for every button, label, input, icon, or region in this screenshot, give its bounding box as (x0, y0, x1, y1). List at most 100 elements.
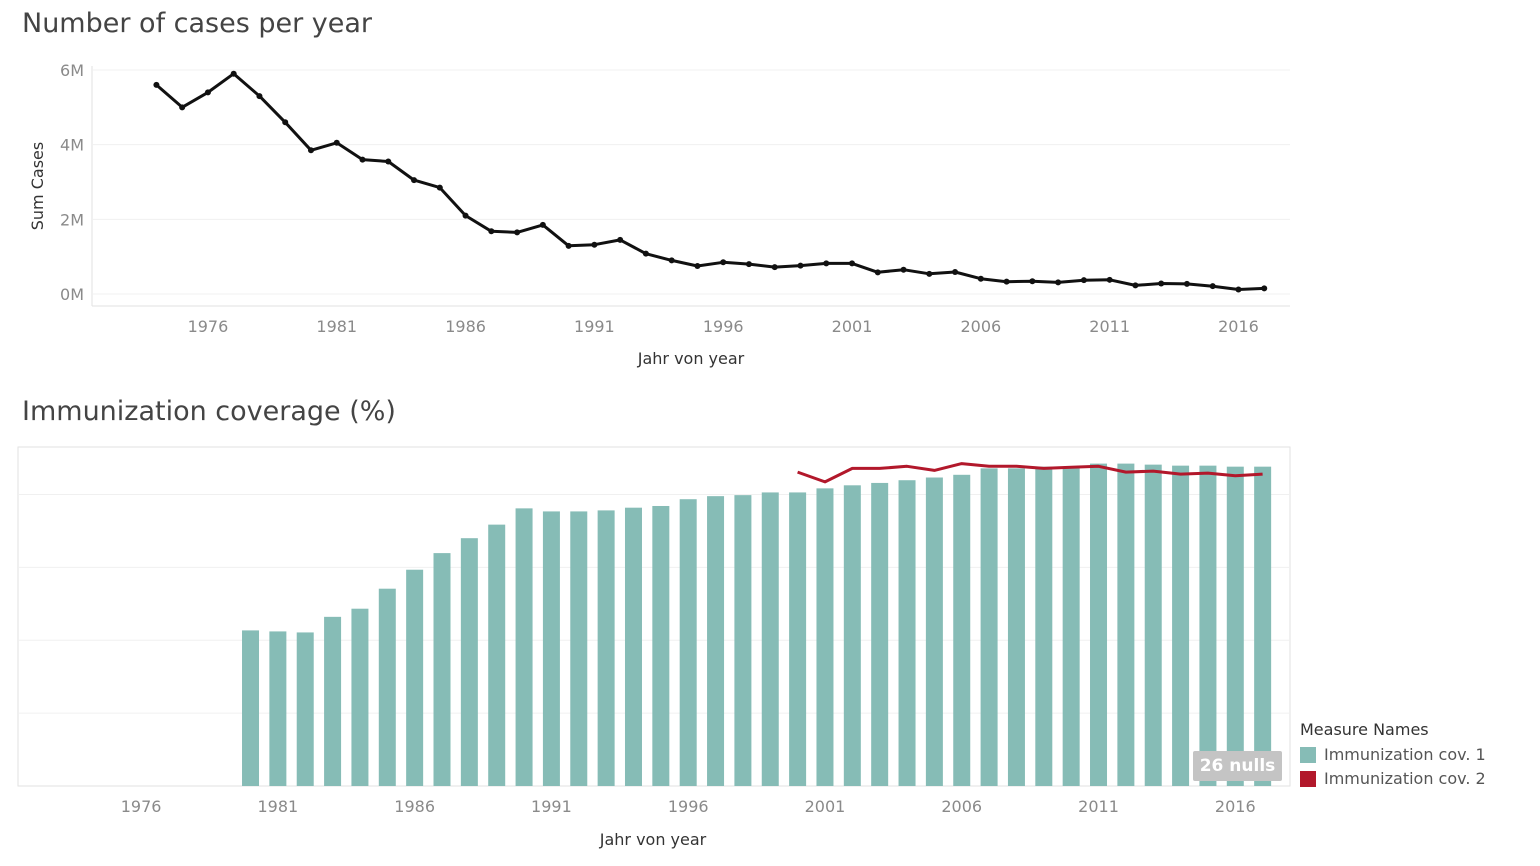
cases-data-point[interactable] (1132, 282, 1139, 289)
x-tick-label: 1976 (188, 317, 229, 336)
coverage-bar[interactable] (1090, 463, 1108, 786)
cases-data-point[interactable] (333, 139, 340, 146)
coverage-bar[interactable] (871, 482, 889, 786)
coverage-bar[interactable] (597, 510, 615, 786)
cases-data-point[interactable] (977, 275, 984, 282)
cases-data-point[interactable] (1209, 283, 1216, 290)
cases-data-point[interactable] (256, 93, 263, 100)
x-tick-label: 1996 (668, 797, 709, 816)
cases-data-point[interactable] (926, 270, 933, 277)
cases-data-point[interactable] (307, 147, 314, 154)
coverage-bar[interactable] (378, 588, 396, 786)
cases-data-point[interactable] (668, 257, 675, 264)
cases-data-point[interactable] (823, 260, 830, 267)
coverage-bar[interactable] (843, 485, 861, 786)
cases-data-point[interactable] (849, 260, 856, 267)
coverage-bar[interactable] (707, 496, 725, 786)
cases-data-point[interactable] (900, 266, 907, 273)
coverage-bar[interactable] (624, 507, 642, 786)
coverage-bar[interactable] (761, 492, 779, 786)
cases-data-point[interactable] (694, 263, 701, 269)
coverage-bar[interactable] (515, 508, 533, 786)
coverage-bar[interactable] (1062, 466, 1080, 786)
coverage-bar[interactable] (1117, 463, 1135, 786)
coverage-bar[interactable] (1144, 464, 1162, 786)
coverage-bar[interactable] (351, 608, 369, 786)
cases-data-point[interactable] (1029, 278, 1036, 285)
cases-data-point[interactable] (488, 228, 495, 235)
cases-data-point[interactable] (359, 156, 366, 163)
coverage-bar[interactable] (570, 511, 588, 786)
cases-data-point[interactable] (514, 229, 521, 236)
cases-data-point[interactable] (230, 70, 237, 77)
cases-data-point[interactable] (282, 119, 289, 126)
cases-data-point[interactable] (1080, 277, 1087, 284)
cases-data-point[interactable] (745, 261, 752, 268)
cases-series-line[interactable] (155, 72, 1265, 291)
cases-chart-title: Number of cases per year (22, 8, 373, 39)
legend-item-cov-1[interactable]: Immunization cov. 1 (1300, 745, 1486, 764)
x-tick-label: 1996 (703, 317, 744, 336)
coverage-bar[interactable] (433, 553, 451, 786)
coverage-bar[interactable] (953, 474, 971, 786)
cases-data-point[interactable] (952, 268, 959, 275)
coverage-bar[interactable] (652, 505, 670, 786)
x-tick-label: 2006 (941, 797, 982, 816)
coverage-bar[interactable] (488, 524, 506, 786)
cases-data-point[interactable] (385, 158, 392, 165)
measure-names-legend[interactable]: Measure Names Immunization cov. 1 Immuni… (1300, 720, 1486, 793)
y-tick-label: 6M (60, 61, 84, 80)
coverage-bar[interactable] (816, 488, 834, 786)
cases-data-point[interactable] (1235, 286, 1242, 293)
cases-data-point[interactable] (1003, 278, 1010, 285)
cases-data-point[interactable] (642, 250, 649, 257)
y-tick-label: 0M (60, 285, 84, 304)
cases-data-point[interactable] (720, 259, 727, 266)
legend-item-cov-2[interactable]: Immunization cov. 2 (1300, 769, 1486, 788)
coverage-bar[interactable] (269, 631, 287, 786)
coverage-bar[interactable] (296, 632, 314, 786)
coverage-bar[interactable] (460, 538, 478, 786)
cases-data-point[interactable] (1055, 279, 1062, 286)
coverage-bar[interactable] (734, 495, 752, 786)
cases-data-point[interactable] (1261, 285, 1268, 292)
coverage-bar[interactable] (898, 480, 916, 786)
nulls-indicator-badge[interactable]: 26 nulls (1193, 751, 1282, 781)
x-tick-label: 1981 (316, 317, 357, 336)
coverage-bar[interactable] (1007, 468, 1025, 786)
cases-data-point[interactable] (1106, 276, 1113, 283)
cases-data-point[interactable] (874, 269, 881, 276)
cases-data-point[interactable] (539, 221, 546, 228)
coverage-bar[interactable] (242, 630, 260, 786)
x-tick-label: 1991 (574, 317, 615, 336)
cases-data-point[interactable] (591, 241, 598, 248)
cases-data-point[interactable] (204, 89, 211, 96)
coverage-bar[interactable] (1199, 465, 1217, 786)
coverage-bar[interactable] (1172, 465, 1190, 786)
coverage-bar[interactable] (1254, 466, 1272, 786)
coverage-bar[interactable] (980, 468, 998, 786)
coverage-bar[interactable] (789, 492, 807, 786)
coverage-bar[interactable] (1226, 466, 1244, 786)
cases-data-point[interactable] (179, 104, 186, 111)
coverage-bar[interactable] (406, 569, 424, 786)
coverage-bar[interactable] (925, 477, 943, 786)
cases-data-point[interactable] (565, 242, 572, 249)
cases-data-point[interactable] (153, 81, 160, 88)
cases-data-point[interactable] (436, 184, 443, 191)
cases-data-point[interactable] (771, 264, 778, 271)
cases-data-point[interactable] (1158, 280, 1165, 287)
coverage-bar[interactable] (542, 511, 560, 786)
coverage-2-series-line[interactable] (797, 462, 1263, 484)
cases-data-point[interactable] (797, 262, 804, 269)
coverage-bar[interactable] (324, 616, 342, 786)
cases-data-point[interactable] (462, 212, 469, 219)
cases-data-point[interactable] (617, 236, 624, 243)
cases-data-point[interactable] (411, 177, 418, 184)
coverage-bar[interactable] (1035, 466, 1053, 786)
x-tick-label: 2001 (832, 317, 873, 336)
cases-data-point[interactable] (1183, 280, 1190, 287)
coverage-bar[interactable] (679, 499, 697, 786)
